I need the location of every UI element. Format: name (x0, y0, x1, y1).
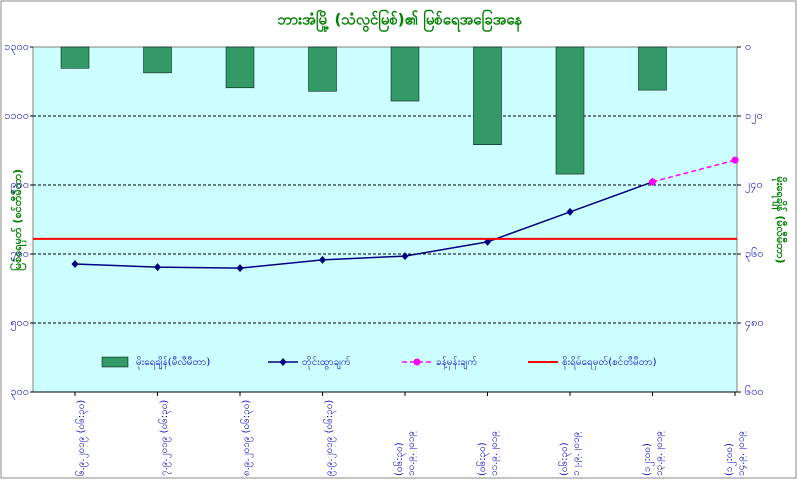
y-tick-label: ၉၀၀ (10, 178, 29, 193)
point (484, 237, 491, 246)
y-tick-label: ၇၀၀ (10, 247, 29, 262)
bar (225, 46, 255, 89)
x-tick-label: ၁၁.၉.၂၀၁၉ (၀၆:၃၀) (476, 430, 500, 476)
legend-label: ခန့်မှန်းချက် (436, 355, 477, 370)
bar (143, 46, 172, 74)
y-tick-label: ၃၀၀ (10, 385, 29, 400)
bar (555, 46, 585, 175)
point (649, 178, 656, 186)
bar (60, 46, 90, 69)
point (154, 263, 161, 272)
y2-axis-title: မိုးရေချိန် (မီလီမီတာ) (771, 177, 788, 264)
x-tick-label: ၉.၉.၂၀၁၉ (၀၆:၃၀) (323, 399, 335, 476)
y2-tick-label: ၂၄၀ (745, 178, 763, 193)
y2-tick-label: ၆၀၀ (745, 385, 764, 398)
y2-tick-label: ၄၈၀ (745, 316, 764, 331)
y2-tick-label: ၀ (745, 40, 751, 53)
x-tick-label: ၆.၉.၂၀၁၉ (၀၆:၃၀) (76, 399, 87, 476)
y-axis-title: မြစ်ရေမှတ် (စင်တီမီတာ) (9, 169, 27, 271)
y-tick-label: ၁၃၀၀ (4, 40, 29, 55)
bar (308, 46, 337, 92)
line (652, 159, 736, 183)
x-tick-label: ၈.၉.၂၀၁၉ (၀၆:၃၀) (241, 399, 252, 476)
point (71, 260, 79, 269)
x-tick-label: ၁၄.၉.၂၀၁၉ (၁၂:၀၀) (724, 430, 747, 476)
point (731, 156, 739, 164)
point (401, 252, 409, 261)
legend-label: မိုးရေချိန်(မီလီမီတာ) (136, 355, 210, 370)
point (236, 264, 244, 273)
bar (638, 46, 667, 91)
plot-area (32, 46, 738, 393)
bar (473, 46, 502, 145)
y-tick-label: ၁၁၀၀ (4, 109, 29, 122)
legend-swatch (279, 358, 287, 366)
x-tick-label: ၇.၉.၂၀၁၉ (၀၆:၃၀) (158, 399, 170, 476)
point (566, 207, 574, 216)
x-tick-label: ၁၀.၉.၂၀၁၉ (၀၆:၃၀) (394, 430, 417, 476)
legend-swatch (101, 356, 129, 368)
y-tick-label: ၅၀၀ (10, 316, 29, 331)
point (319, 255, 326, 264)
legend-label: တိုင်းထွာချက် (302, 355, 351, 370)
x-tick-label: ၁၃.၉.၂၀၁၉ (၁၂:၀၀) (641, 430, 665, 476)
legend-label: စိုးရိမ်ရေမှတ်(စင်တီမီတာ) (562, 355, 657, 370)
line (74, 181, 653, 269)
legend-swatch (413, 358, 421, 366)
x-tick-label: ၁၂.၉.၂၀၁၉ (၀၆:၃၀) (559, 431, 582, 476)
bar (390, 46, 420, 102)
y2-tick-label: ၁၂၀ (745, 109, 763, 124)
y2-tick-label: ၃၆၀ (745, 247, 764, 262)
